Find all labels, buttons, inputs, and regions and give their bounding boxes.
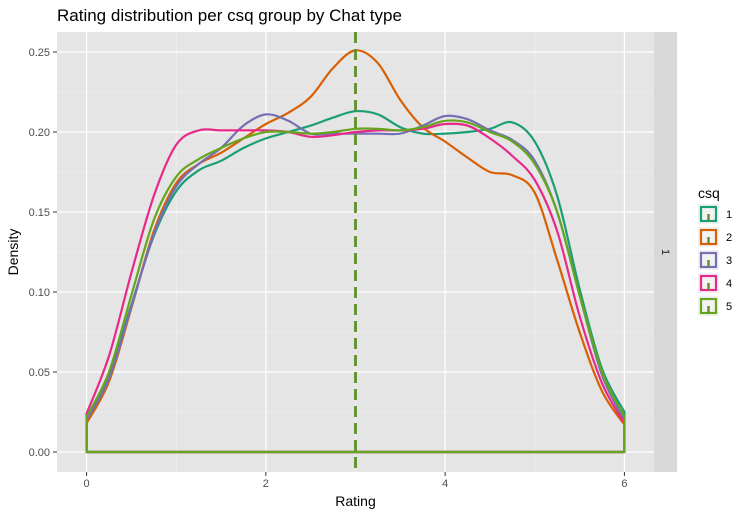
x-axis-title: Rating: [335, 493, 375, 509]
legend-title: csq: [698, 185, 720, 201]
legend-item-csq-2: 2: [698, 227, 732, 247]
x-tick-label: 6: [621, 478, 627, 490]
y-tick-label: 0.15: [29, 207, 50, 219]
y-tick-label: 0.25: [29, 47, 50, 59]
legend-label: 1: [726, 209, 732, 221]
facet-strip-label: 1: [659, 249, 671, 255]
y-tick-label: 0.20: [29, 127, 50, 139]
x-tick-label: 0: [84, 478, 90, 490]
density-line-csq-5: [85, 119, 626, 454]
facet-strip: [654, 32, 677, 472]
legend-label: 2: [726, 232, 732, 244]
legend-item-csq-1: 1: [698, 204, 732, 224]
x-tick-label: 4: [442, 478, 448, 490]
legend-label: 4: [726, 278, 732, 290]
y-tick-label: 0.00: [29, 447, 50, 459]
density-line-csq-4: [85, 122, 626, 454]
legend-label: 3: [726, 255, 732, 267]
y-axis: 0.00 0.05 0.10 0.15 0.20 0.25: [29, 47, 57, 459]
legend-item-csq-3: 3: [698, 250, 732, 270]
series-layer: [85, 49, 626, 454]
density-line-csq-1: [85, 109, 626, 454]
legend: csq 1 2 3 4 5: [698, 185, 732, 316]
x-axis: 0 2 4 6: [84, 472, 627, 490]
y-tick-label: 0.10: [29, 287, 50, 299]
chart-title: Rating distribution per csq group by Cha…: [57, 6, 402, 25]
x-tick-label: 2: [263, 478, 269, 490]
legend-item-csq-5: 5: [698, 296, 732, 316]
legend-label: 5: [726, 301, 732, 313]
legend-item-csq-4: 4: [698, 273, 732, 293]
y-axis-title: Density: [5, 229, 21, 276]
y-tick-label: 0.05: [29, 367, 50, 379]
